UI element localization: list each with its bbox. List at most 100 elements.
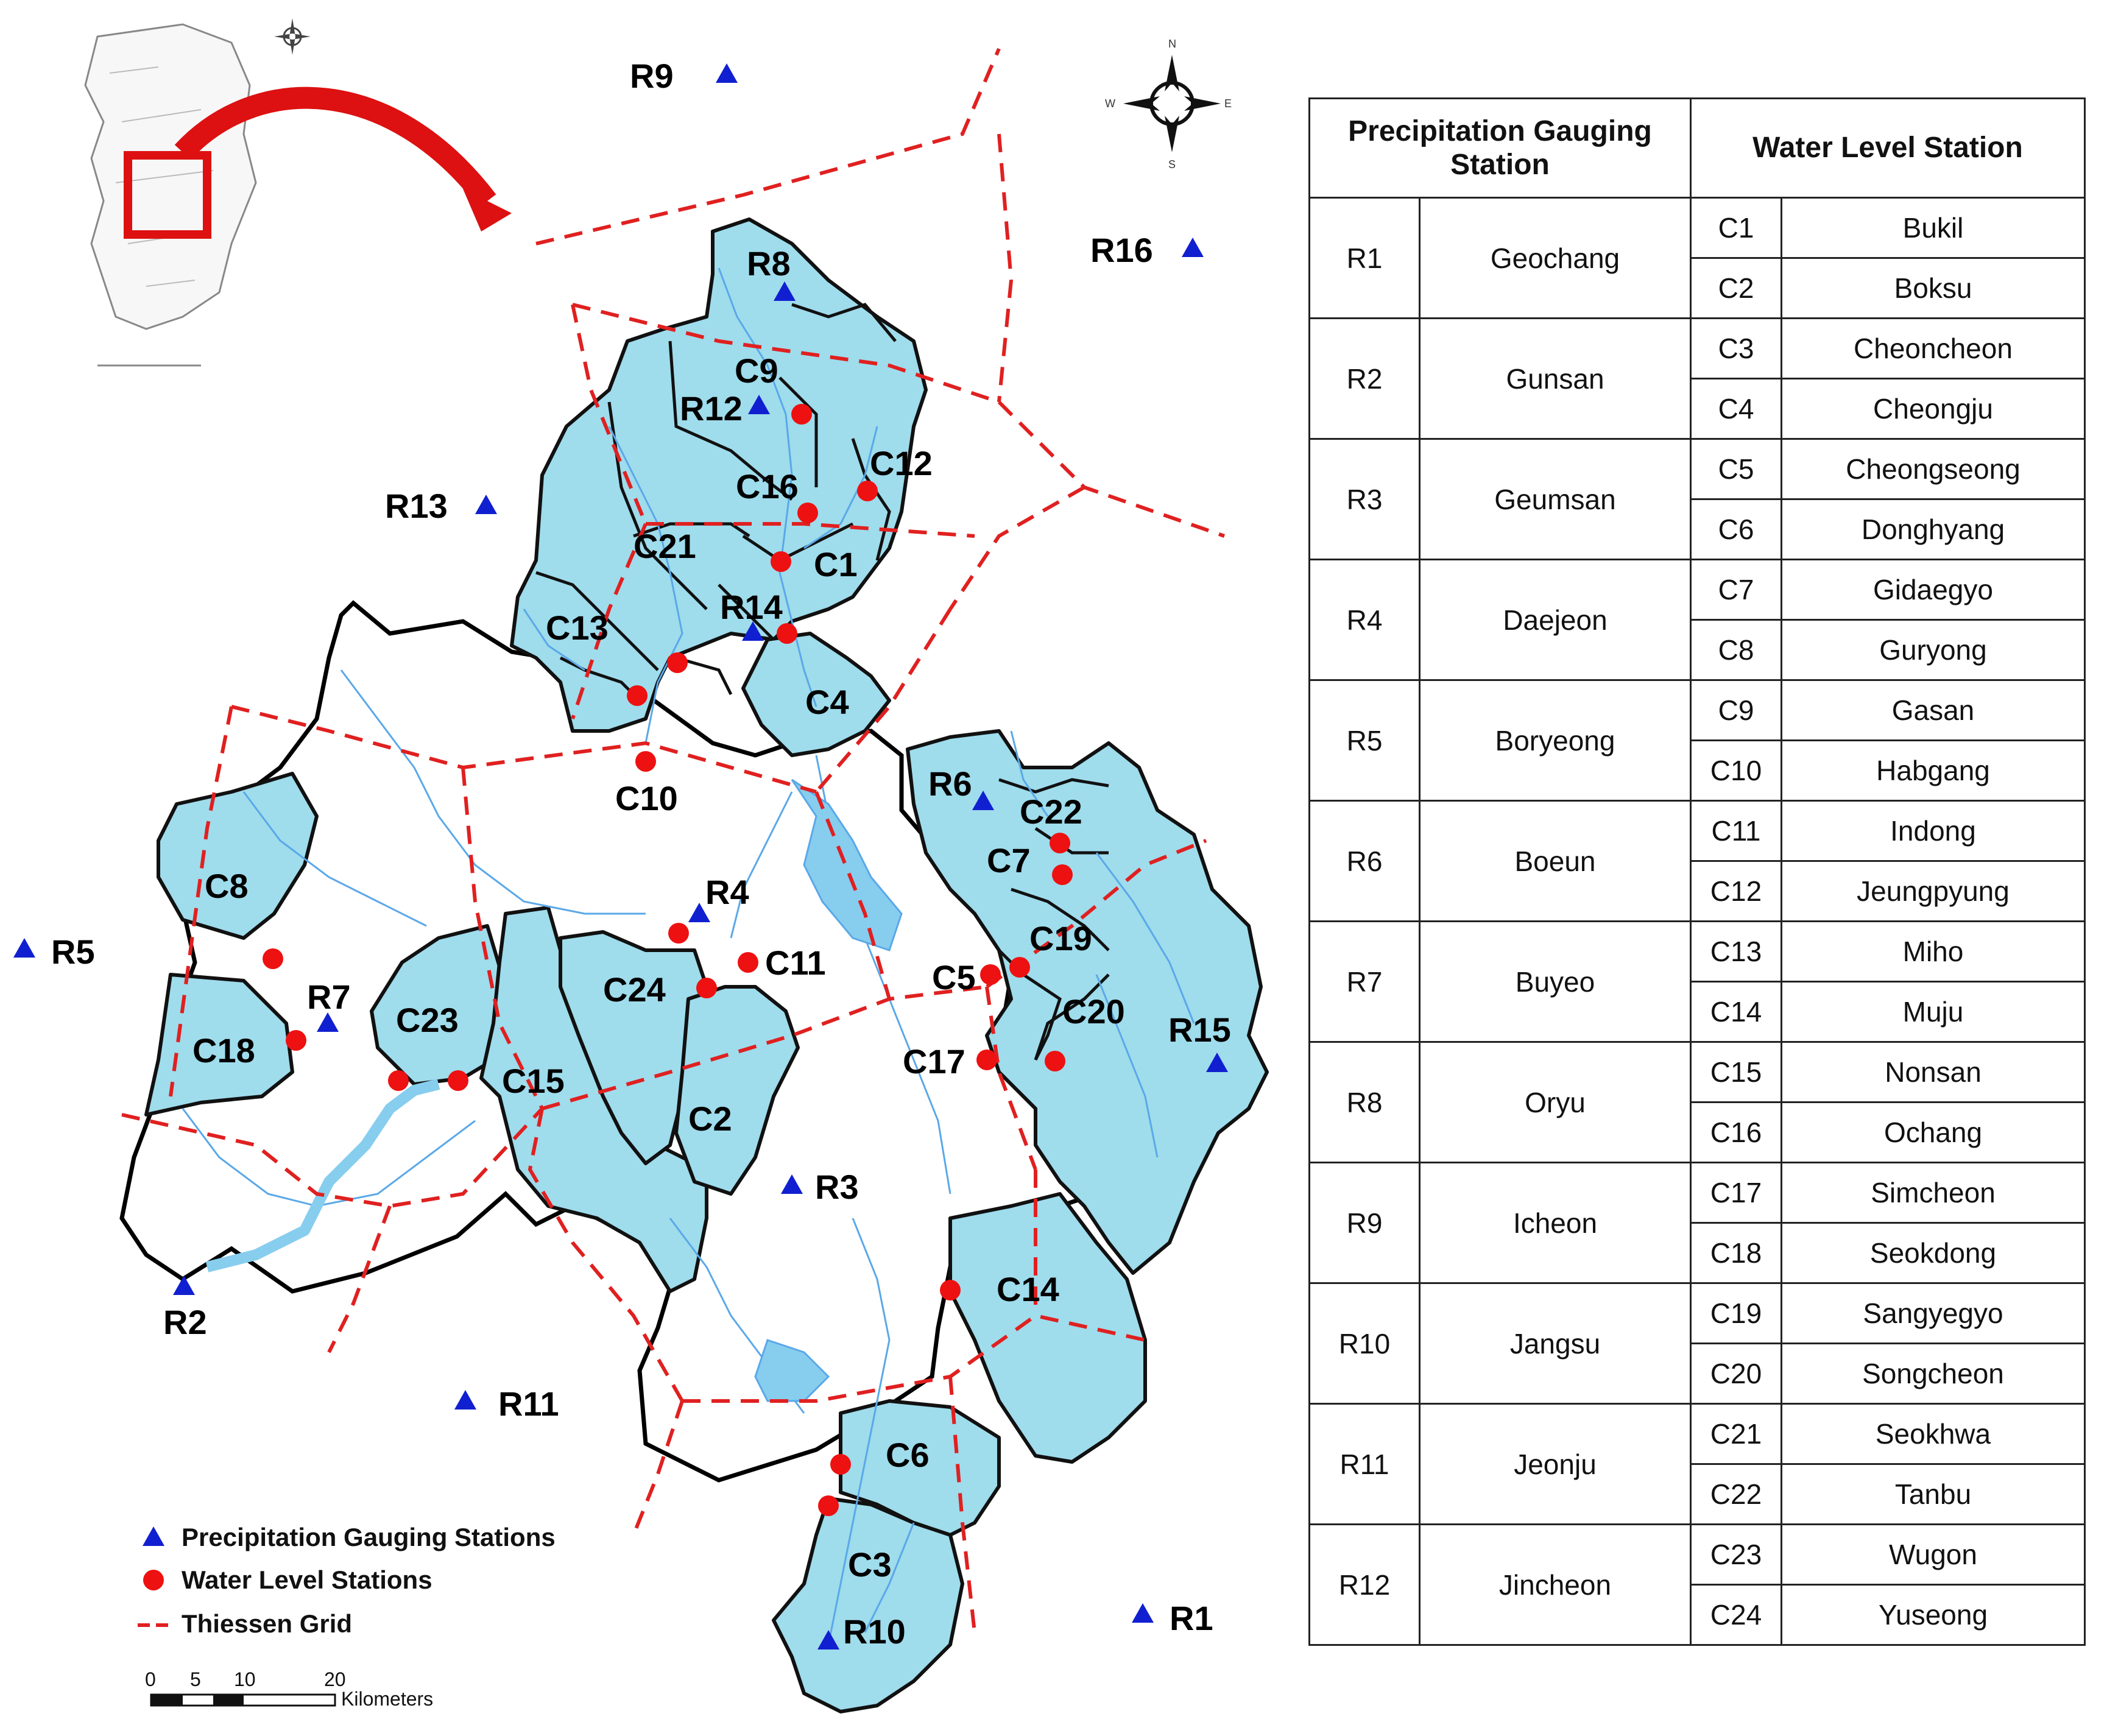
label-C12: C12 [870, 444, 933, 482]
legend-water-label: Water Level Stations [182, 1565, 432, 1594]
water-marker-C12 [857, 481, 878, 501]
water-name-cell: Muju [1781, 981, 2086, 1043]
table-row: C10 Habgang [1310, 739, 2086, 802]
precip-code-cell: R7 [1308, 920, 1421, 1043]
water-code-cell: C12 [1690, 860, 1782, 922]
precip-marker-R10 [817, 1630, 839, 1650]
inset-arrow [174, 86, 496, 208]
label-R13: R13 [385, 487, 448, 525]
legend-precip-icon [143, 1526, 164, 1546]
label-C1: C1 [814, 545, 858, 584]
table-row: C6 Donghyang [1310, 498, 2086, 560]
table-row: C20 Songcheon [1310, 1343, 2086, 1405]
water-stations [263, 404, 1073, 1516]
water-code-cell: C24 [1690, 1584, 1782, 1646]
water-code-cell: C3 [1690, 317, 1782, 379]
label-R8: R8 [747, 244, 791, 283]
water-name-cell: Bukil [1781, 197, 2086, 259]
precip-name-cell: Jeonju [1419, 1403, 1692, 1525]
water-name-cell: Jeungpyung [1781, 860, 2086, 922]
table-row: R4 Daejeon C7 Gidaegyo [1308, 559, 2086, 681]
precip-marker-R9 [716, 63, 738, 83]
label-R5: R5 [51, 933, 95, 971]
label-R1: R1 [1170, 1599, 1213, 1637]
basin-C2 [674, 985, 800, 1196]
water-marker-C3 [818, 1495, 839, 1516]
label-C9: C9 [735, 351, 778, 390]
precip-code-cell: R3 [1308, 438, 1421, 560]
table-row: C14 Muju [1310, 981, 2086, 1043]
label-C7: C7 [987, 841, 1031, 880]
label-C22: C22 [1020, 792, 1082, 831]
table-row: R3 Geumsan C5 Cheongseong [1308, 438, 2086, 560]
water-marker-C20 [1045, 1051, 1065, 1071]
water-code-cell: C4 [1690, 378, 1782, 440]
label-R16: R16 [1090, 231, 1153, 269]
water-code-cell: C15 [1690, 1041, 1782, 1103]
label-C17: C17 [903, 1042, 965, 1081]
precip-code-cell: R2 [1308, 317, 1421, 440]
table-row: R5 Boryeong C9 Gasan [1308, 679, 2086, 802]
water-marker-C1 [771, 551, 791, 572]
precip-name-cell: Icheon [1419, 1162, 1692, 1284]
label-C24: C24 [603, 970, 666, 1009]
precip-name-cell: Jangsu [1419, 1282, 1692, 1405]
label-C16: C16 [736, 467, 799, 506]
table-row: C4 Cheongju [1310, 378, 2086, 440]
table-row: R8 Oryu C15 Nonsan [1308, 1041, 2086, 1163]
water-code-cell: C22 [1690, 1463, 1782, 1525]
precip-code-cell: R11 [1308, 1403, 1421, 1525]
table-row: C22 Tanbu [1310, 1463, 2086, 1525]
water-marker-C15 [448, 1070, 468, 1091]
legend-precip-label: Precipitation Gauging Stations [182, 1523, 556, 1551]
water-marker-C19 [1009, 957, 1030, 978]
water-name-cell: Cheongju [1781, 378, 2086, 440]
water-name-cell: Donghyang [1781, 498, 2086, 560]
water-marker-C21 [667, 652, 688, 673]
water-code-cell: C17 [1690, 1162, 1782, 1224]
precip-name-cell: Buyeo [1419, 920, 1692, 1043]
precip-marker-R15 [1206, 1053, 1228, 1072]
label-C23: C23 [396, 1001, 459, 1039]
water-marker-C5 [980, 964, 1001, 985]
basin-C23 [370, 924, 507, 1086]
water-name-cell: Cheongseong [1781, 438, 2086, 500]
water-name-cell: Wugon [1781, 1523, 2086, 1586]
water-name-cell: Songcheon [1781, 1343, 2086, 1405]
label-C10: C10 [615, 779, 678, 817]
table-row: R6 Boeun C11 Indong [1308, 800, 2086, 922]
precip-code-cell: R12 [1308, 1523, 1421, 1646]
precip-name-cell: Geochang [1419, 197, 1692, 319]
scale-tick-0: 0 [145, 1668, 156, 1690]
precip-code-cell: R8 [1308, 1041, 1421, 1163]
scale-tick-20: 20 [324, 1668, 346, 1690]
label-C2: C2 [688, 1099, 732, 1138]
basin-C3 [772, 1497, 964, 1713]
inset-highlight-box [124, 151, 211, 239]
precip-name-cell: Gunsan [1419, 317, 1692, 440]
thiessen-grid [121, 48, 1225, 1633]
label-C13: C13 [546, 609, 609, 647]
compass-s: S [1168, 158, 1176, 171]
basin-map: R9 R16 R8 R12 R13 R14 R6 R4 R5 R7 R15 R3… [13, 18, 1269, 1713]
precip-name-cell: Geumsan [1419, 438, 1692, 560]
water-marker-C18 [286, 1030, 306, 1051]
water-code-cell: C18 [1690, 1222, 1782, 1284]
water-code-cell: C23 [1690, 1523, 1782, 1586]
water-marker-C24 [696, 978, 717, 998]
water-name-cell: Habgang [1781, 739, 2086, 802]
precip-marker-R16 [1182, 238, 1204, 257]
water-code-cell: C21 [1690, 1403, 1782, 1465]
water-code-cell: C19 [1690, 1282, 1782, 1344]
label-C15: C15 [502, 1062, 565, 1100]
precip-name-cell: Boryeong [1419, 679, 1692, 802]
precip-marker-R3 [781, 1174, 803, 1194]
table-row: R11 Jeonju C21 Seokhwa [1308, 1403, 2086, 1525]
water-name-cell: Tanbu [1781, 1463, 2086, 1525]
water-name-cell: Seokhwa [1781, 1403, 2086, 1465]
precip-name-cell: Oryu [1419, 1041, 1692, 1163]
water-marker-C16 [797, 503, 818, 523]
label-C6: C6 [886, 1436, 930, 1474]
precip-marker-R4 [688, 903, 710, 922]
water-code-cell: C2 [1690, 257, 1782, 319]
